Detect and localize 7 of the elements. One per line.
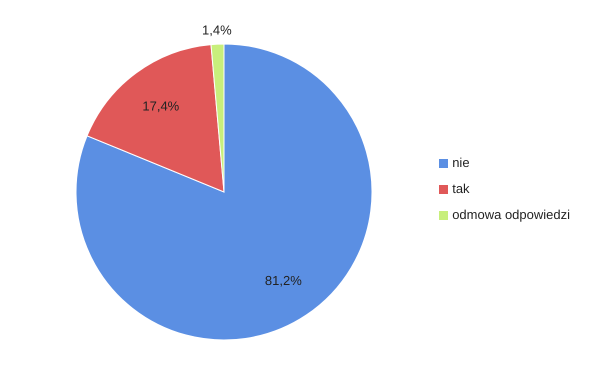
pie-slice <box>76 44 372 340</box>
legend-label: tak <box>452 181 470 196</box>
legend-label: nie <box>452 155 470 170</box>
legend-label: odmowa odpowiedzi <box>452 207 570 222</box>
data-label: 81,2% <box>264 273 302 288</box>
data-label: 1,4% <box>202 22 232 38</box>
data-label: 17,4% <box>142 98 180 114</box>
